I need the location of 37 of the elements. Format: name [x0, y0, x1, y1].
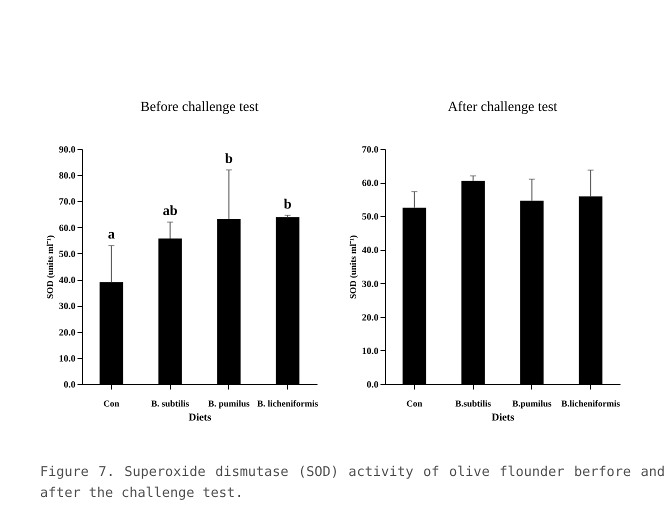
- y-tick-label: 0.0: [64, 380, 76, 390]
- y-tick-label: 40.0: [362, 246, 379, 256]
- y-tick-label: 50.0: [58, 250, 76, 260]
- annotation: a: [108, 228, 115, 243]
- x-tick-label: Con: [406, 398, 422, 408]
- x-tick-label: B. subtilis: [151, 398, 190, 408]
- x-axis-title: Diets: [188, 412, 212, 424]
- x-tick-label: B.subtilis: [455, 398, 492, 408]
- y-tick-label: 20.0: [58, 328, 76, 338]
- x-axis-title: Diets: [492, 412, 514, 424]
- chart-title: Before challenge test: [140, 100, 259, 115]
- y-tick-label: 10.0: [362, 346, 379, 357]
- y-tick-label: 50.0: [362, 212, 379, 223]
- y-tick-label: 60.0: [362, 179, 379, 190]
- annotation: b: [224, 152, 233, 167]
- y-tick-label: 90.0: [58, 146, 76, 156]
- y-tick-label: 70.0: [58, 198, 76, 208]
- y-axis-title: SOD (units ml⁻¹): [348, 235, 358, 299]
- y-axis-title: SOD (units ml⁻¹): [44, 235, 55, 299]
- y-tick-label: 0.0: [366, 380, 379, 390]
- x-tick-label: B.licheniformis: [561, 398, 620, 408]
- y-tick-label: 60.0: [58, 224, 76, 234]
- x-tick-label: B. pumilus: [208, 398, 250, 408]
- y-tick-label: 40.0: [58, 276, 76, 286]
- x-tick-label: Con: [103, 398, 120, 408]
- y-tick-label: 70.0: [362, 146, 379, 156]
- y-tick-label: 30.0: [58, 302, 76, 312]
- annotation: ab: [162, 204, 178, 220]
- chart-title: After challenge test: [448, 100, 558, 115]
- caption: Figure 7. Superoxide dismutase (SOD) activity of olive flounder berfore and after the challenge test.: [40, 463, 665, 503]
- y-tick-label: 20.0: [362, 313, 379, 324]
- x-tick-label: B. licheniformis: [257, 398, 319, 408]
- annotation: b: [284, 197, 292, 212]
- x-tick-label: B.pumilus: [512, 398, 552, 408]
- y-tick-label: 80.0: [58, 172, 76, 182]
- y-tick-label: 30.0: [362, 280, 379, 290]
- y-tick-label: 10.0: [58, 354, 76, 364]
